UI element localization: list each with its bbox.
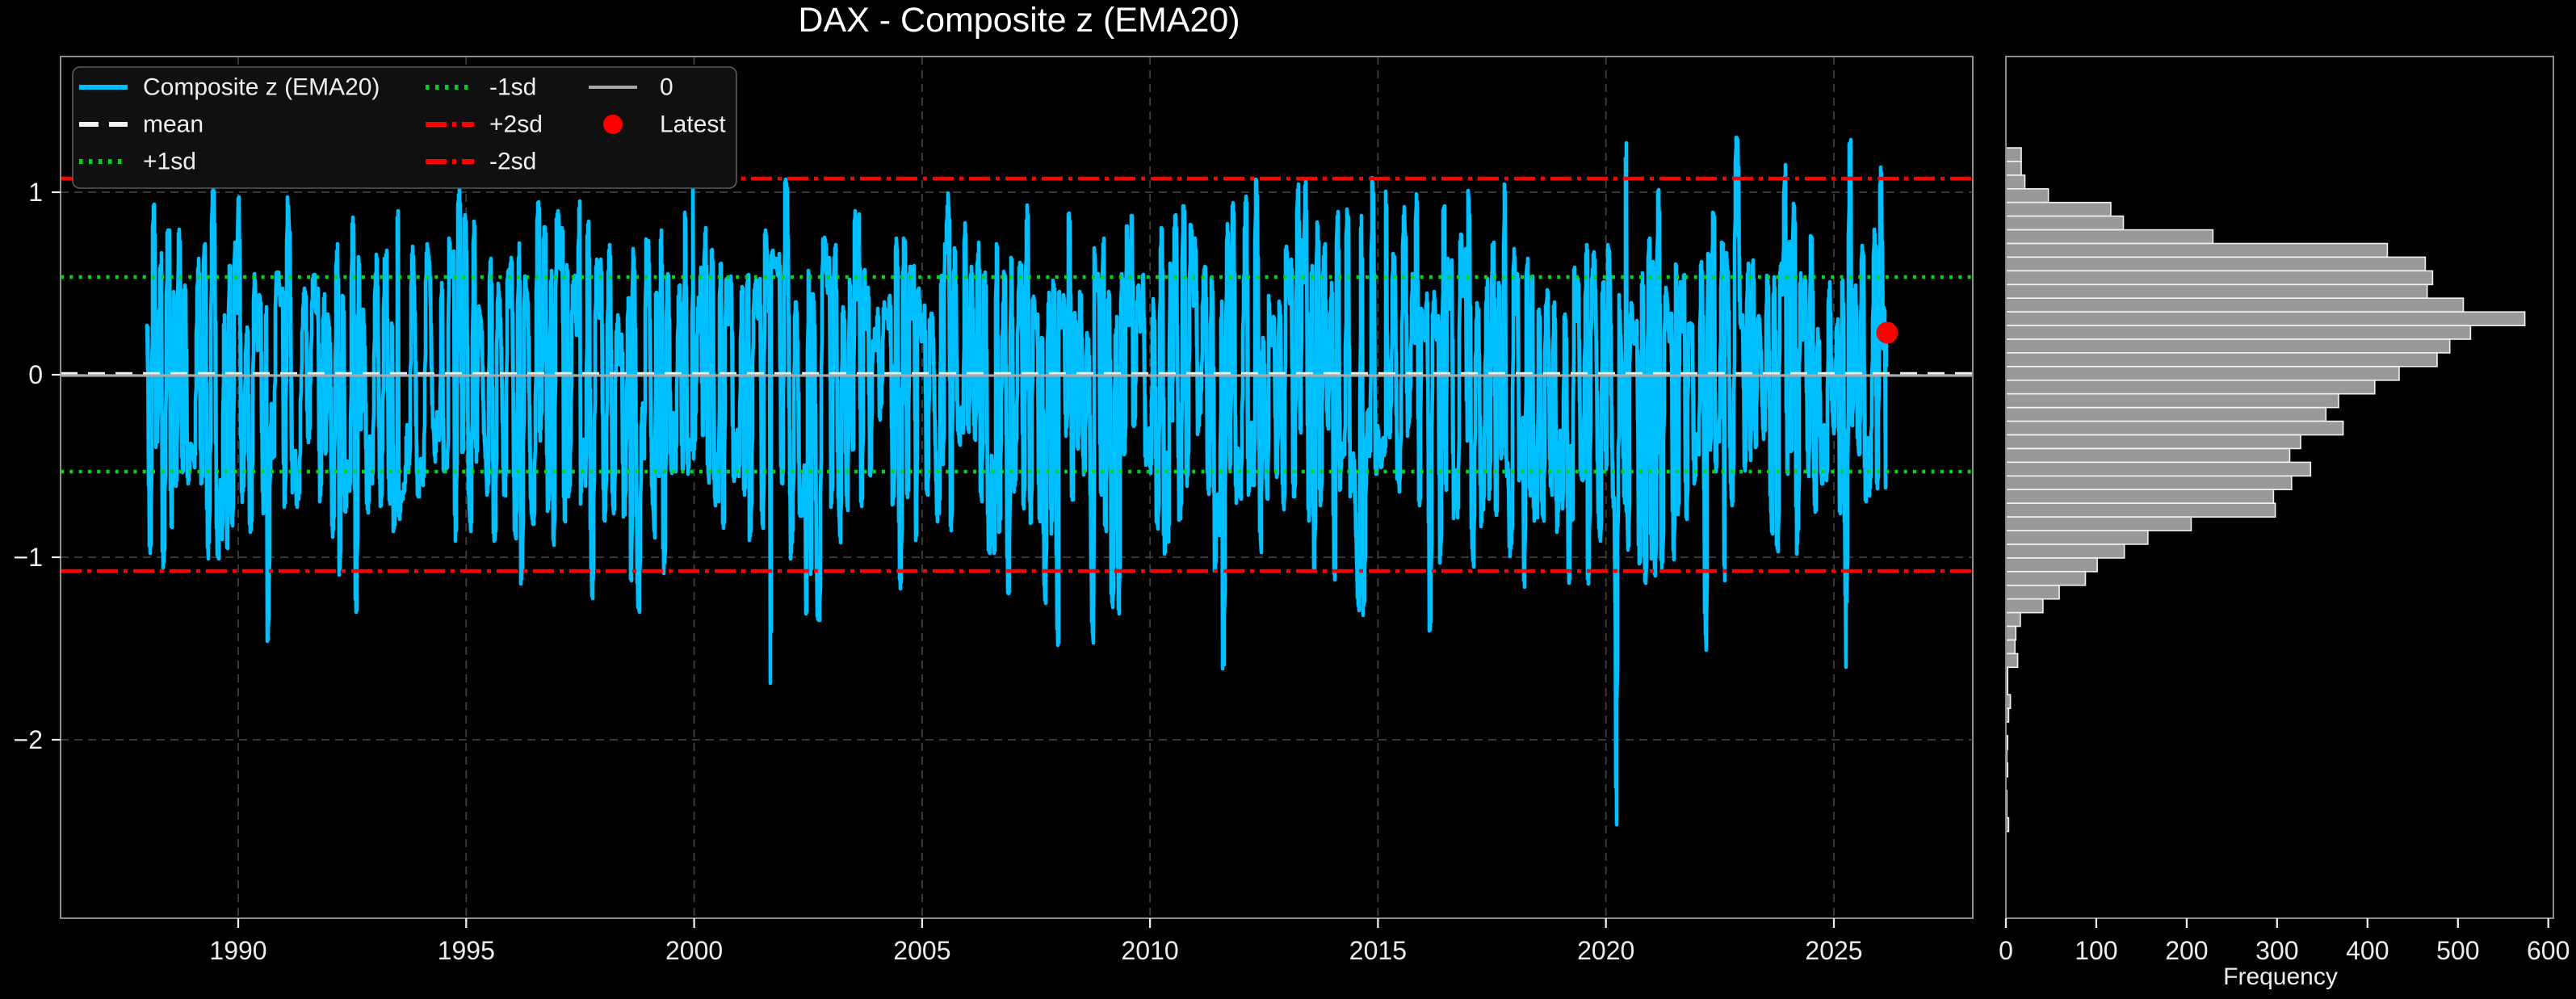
svg-text:+2sd: +2sd bbox=[489, 111, 543, 138]
svg-text:1: 1 bbox=[28, 178, 43, 207]
svg-text:+1sd: +1sd bbox=[143, 149, 196, 175]
svg-text:2025: 2025 bbox=[1805, 936, 1862, 965]
svg-text:0: 0 bbox=[1999, 936, 2013, 965]
svg-text:1990: 1990 bbox=[209, 936, 266, 965]
svg-text:mean: mean bbox=[143, 111, 203, 138]
svg-text:2020: 2020 bbox=[1577, 936, 1634, 965]
svg-text:400: 400 bbox=[2346, 936, 2389, 965]
svg-text:300: 300 bbox=[2255, 936, 2298, 965]
svg-text:1995: 1995 bbox=[438, 936, 495, 965]
svg-text:2015: 2015 bbox=[1349, 936, 1407, 965]
svg-text:−2: −2 bbox=[14, 725, 43, 754]
svg-text:Composite z (EMA20): Composite z (EMA20) bbox=[143, 74, 380, 101]
svg-text:600: 600 bbox=[2527, 936, 2570, 965]
svg-text:Frequency: Frequency bbox=[2223, 963, 2338, 990]
svg-text:-1sd: -1sd bbox=[489, 74, 536, 101]
svg-text:Latest: Latest bbox=[660, 111, 726, 138]
svg-text:500: 500 bbox=[2436, 936, 2479, 965]
svg-text:0: 0 bbox=[28, 360, 43, 389]
svg-text:DAX - Composite z (EMA20): DAX - Composite z (EMA20) bbox=[798, 1, 1240, 40]
svg-text:−1: −1 bbox=[14, 543, 43, 572]
svg-text:200: 200 bbox=[2165, 936, 2208, 965]
svg-text:2000: 2000 bbox=[665, 936, 723, 965]
svg-text:2005: 2005 bbox=[893, 936, 950, 965]
svg-text:2010: 2010 bbox=[1122, 936, 1179, 965]
svg-text:-2sd: -2sd bbox=[489, 149, 536, 175]
svg-text:0: 0 bbox=[660, 74, 673, 101]
svg-text:100: 100 bbox=[2075, 936, 2117, 965]
